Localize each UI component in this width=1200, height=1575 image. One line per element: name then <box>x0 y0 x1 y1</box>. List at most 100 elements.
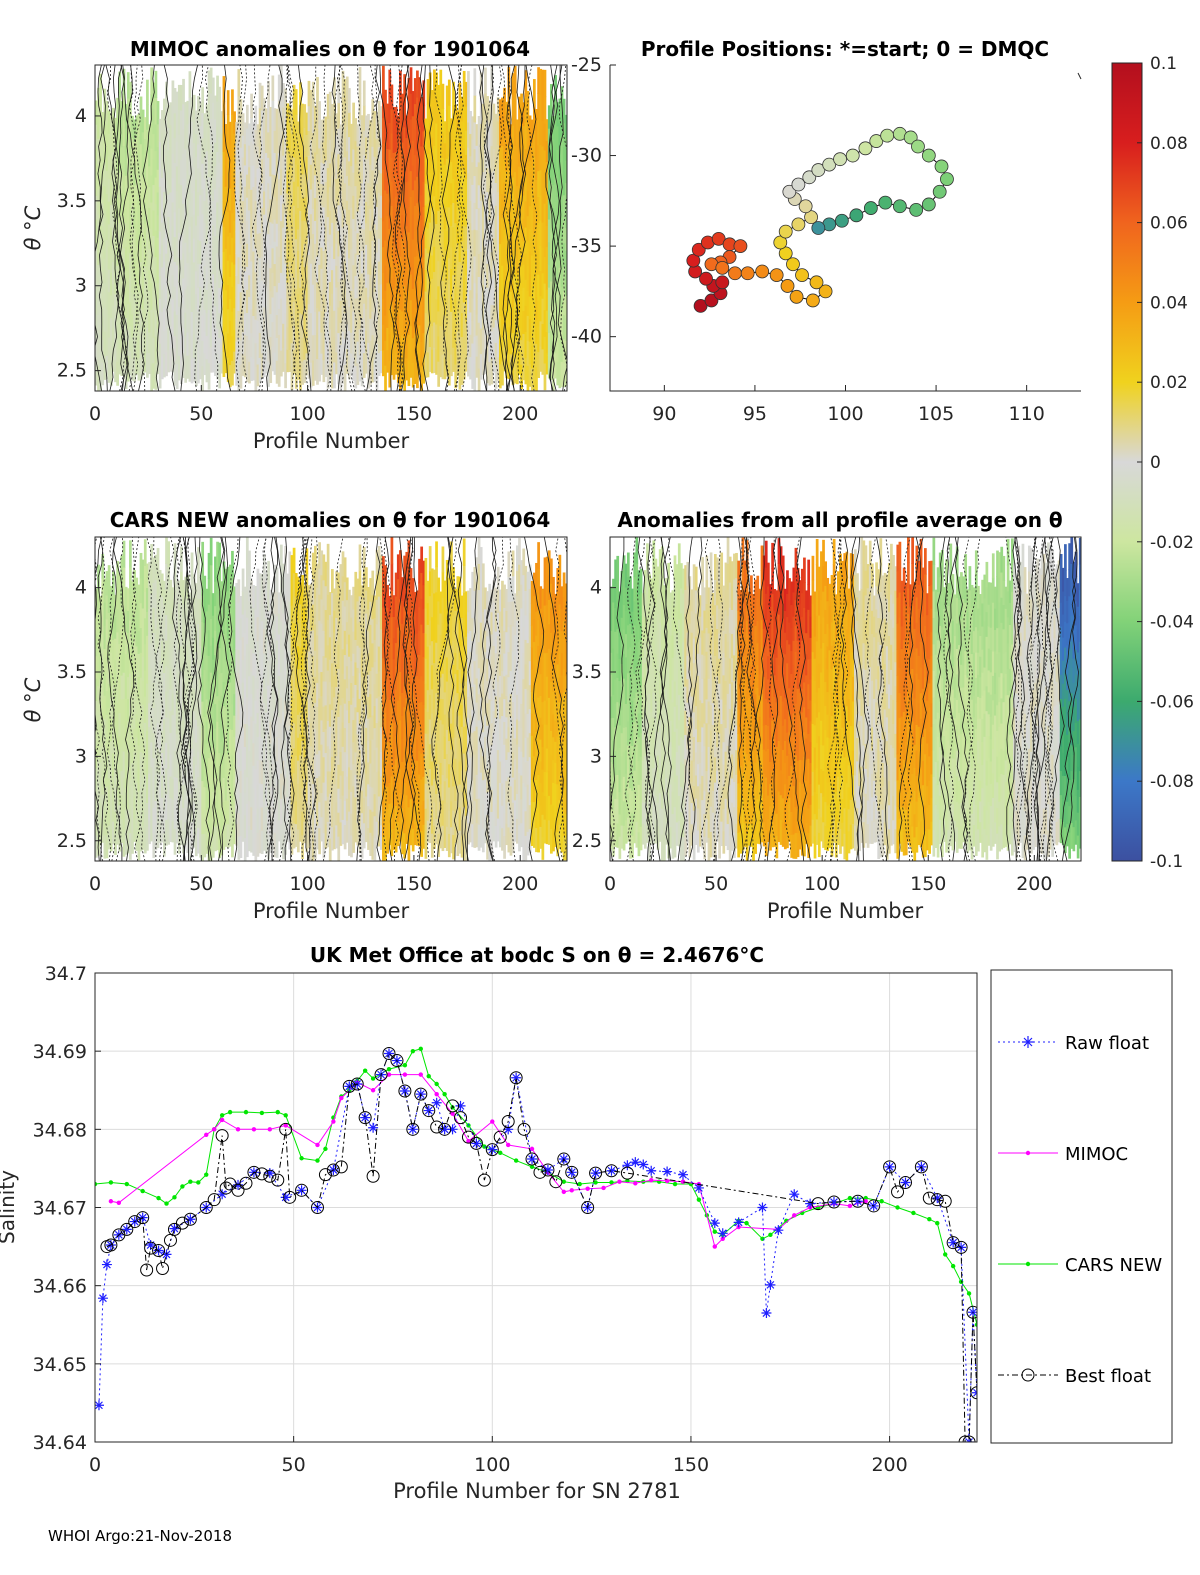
heatmap-cell <box>233 307 236 330</box>
heatmap-cell <box>416 96 419 124</box>
heatmap-cell <box>535 202 538 227</box>
heatmap-cell <box>282 131 285 156</box>
heatmap-cell <box>105 262 109 287</box>
heatmap-cell <box>269 221 273 246</box>
heatmap-cell <box>543 229 547 257</box>
heatmap-cell <box>473 309 477 337</box>
heatmap-cell <box>303 220 307 244</box>
heatmap-cell <box>454 758 458 780</box>
y-tick-label: 4 <box>75 105 87 127</box>
heatmap-cell <box>224 227 228 249</box>
heatmap-cell <box>284 571 287 599</box>
heatmap-cell <box>184 125 188 150</box>
heatmap-cell <box>316 730 319 755</box>
heatmap-cell <box>450 800 453 828</box>
heatmap-cell <box>454 779 458 801</box>
heatmap-cell <box>137 699 141 723</box>
heatmap-cell <box>509 291 513 313</box>
heatmap-cell <box>530 254 534 279</box>
heatmap-cell <box>271 827 275 850</box>
heatmap-cell <box>107 612 111 637</box>
heatmap-cell <box>365 136 368 159</box>
heatmap-cell <box>245 563 249 592</box>
heatmap-cell <box>158 275 162 299</box>
heatmap-cell <box>158 774 162 798</box>
heatmap-cell <box>456 622 460 647</box>
heatmap-cell <box>258 307 262 333</box>
heatmap-cell <box>262 751 266 777</box>
heatmap-cell <box>294 288 298 315</box>
heatmap-cell <box>462 833 466 861</box>
heatmap-cell <box>547 218 551 243</box>
heatmap-cell <box>190 650 194 676</box>
heatmap-cell <box>367 273 370 298</box>
heatmap-cell <box>192 642 196 666</box>
heatmap-cell <box>422 728 426 753</box>
heatmap-cell <box>139 826 143 852</box>
heatmap-cell <box>456 832 460 856</box>
heatmap-cell <box>450 826 453 854</box>
heatmap-cell <box>216 176 219 203</box>
heatmap-cell <box>254 129 258 154</box>
heatmap-cell <box>320 695 324 721</box>
heatmap-cell <box>407 700 411 728</box>
heatmap-cell <box>316 563 319 589</box>
heatmap-cell <box>237 176 241 204</box>
heatmap-cell <box>262 652 266 679</box>
heatmap-cell <box>194 110 198 134</box>
heatmap-cell <box>326 290 330 316</box>
heatmap-cell <box>256 712 260 737</box>
heatmap-cell <box>239 123 243 148</box>
heatmap-cell <box>141 220 145 243</box>
heatmap-cell <box>337 102 341 129</box>
heatmap-cell <box>309 188 313 215</box>
heatmap-cell <box>413 357 417 385</box>
heatmap-cell <box>441 329 445 355</box>
heatmap-cell <box>456 808 460 833</box>
heatmap-cell <box>224 753 228 778</box>
heatmap-cell <box>407 780 411 808</box>
heatmap-cell <box>135 158 139 181</box>
heatmap-cell <box>103 330 107 356</box>
heatmap-cell <box>318 723 321 751</box>
heatmap-cell <box>307 694 311 718</box>
heatmap-cell <box>343 800 347 826</box>
heatmap-cell <box>139 701 143 728</box>
heatmap-cell <box>394 595 398 620</box>
heatmap-cell <box>129 673 132 701</box>
heatmap-cell <box>286 215 290 239</box>
heatmap-cell <box>435 642 438 668</box>
heatmap-cell <box>271 124 275 150</box>
heatmap-cell <box>177 807 181 832</box>
heatmap-cell <box>515 273 519 297</box>
heatmap-cell <box>331 756 334 781</box>
heatmap-cell <box>396 182 400 206</box>
heatmap-cell <box>354 140 358 164</box>
heatmap-cell <box>443 625 447 648</box>
heatmap-cell <box>549 207 553 233</box>
heatmap-cell <box>290 654 294 681</box>
heatmap-cell <box>158 320 162 344</box>
heatmap-cell <box>452 226 455 252</box>
heatmap-cell <box>445 753 449 779</box>
heatmap-cell <box>377 261 381 285</box>
heatmap-cell <box>337 128 341 155</box>
heatmap-cell <box>239 792 243 815</box>
heatmap-cell <box>452 712 455 738</box>
heatmap-cell <box>301 669 304 694</box>
heatmap-cell <box>250 356 253 381</box>
heatmap-cell <box>282 834 285 860</box>
heatmap-cell <box>205 173 209 198</box>
heatmap-cell <box>420 598 424 625</box>
heatmap-cell <box>407 78 411 105</box>
heatmap-cell <box>399 744 402 769</box>
heatmap-cell <box>413 230 417 257</box>
heatmap-cell <box>435 72 438 99</box>
heatmap-cell <box>305 309 309 332</box>
heatmap-cell <box>112 707 115 731</box>
heatmap-cell <box>169 214 173 238</box>
heatmap-cell <box>209 833 213 861</box>
heatmap-cell <box>367 182 370 206</box>
heatmap-cell <box>356 645 360 668</box>
heatmap-cell <box>231 754 234 781</box>
